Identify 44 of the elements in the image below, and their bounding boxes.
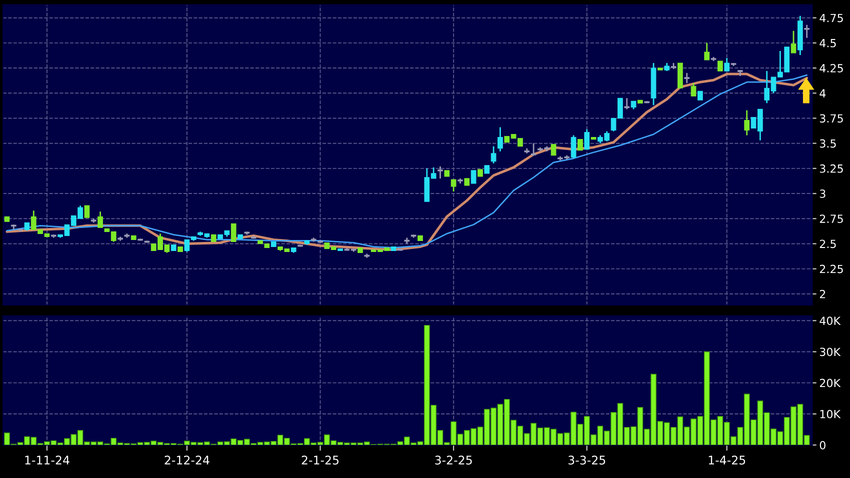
y-tick-label: 20K	[820, 378, 841, 388]
x-tick-label: 3-3-25	[568, 456, 606, 465]
candlestick	[570, 134, 576, 160]
x-tick-label: 1-4-25	[708, 456, 746, 465]
candlestick	[803, 24, 810, 39]
y-tick-label: 3.5	[820, 139, 836, 148]
candlestick	[744, 110, 750, 136]
candlestick	[230, 222, 236, 242]
y-tick-label: 4.5	[820, 39, 836, 48]
x-tick-label: 2-12-24	[164, 456, 210, 464]
candlestick	[690, 82, 696, 97]
y-tick-label: 2.75	[820, 214, 843, 224]
y-tick-label: 2.5	[820, 240, 836, 248]
y-tick-label: 4.25	[820, 64, 843, 72]
y-tick-label: 30K	[820, 348, 841, 356]
y-tick-label: 10K	[820, 410, 841, 418]
candlestick	[98, 210, 103, 228]
candlestick	[724, 57, 730, 72]
y-tick-label: 40K	[820, 316, 841, 325]
y-tick-label: 3.25	[820, 164, 843, 173]
y-tick-label: 4	[820, 89, 826, 98]
candlestick	[698, 90, 703, 101]
candlestick	[578, 138, 583, 152]
y-tick-label: 3.75	[820, 114, 843, 123]
candlestick	[498, 126, 503, 152]
candlestick	[718, 60, 723, 72]
y-tick-label: 4.75	[820, 14, 843, 22]
candlestick	[550, 144, 556, 156]
candlestick	[84, 204, 90, 218]
candlestick	[704, 42, 710, 61]
y-tick-label: 3	[820, 190, 826, 198]
candlestick	[790, 30, 796, 54]
x-tick-label: 1-11-24	[25, 456, 70, 464]
candlestick	[490, 146, 496, 164]
y-tick-label: 2	[820, 290, 826, 298]
candlestick	[683, 72, 690, 84]
x-tick-label: 2-1-25	[302, 456, 339, 465]
candlestick	[584, 128, 590, 150]
x-tick-label: 3-2-25	[435, 456, 472, 465]
candlestick	[450, 178, 456, 192]
y-tick-label: 0	[820, 440, 826, 450]
candlestick	[436, 166, 444, 180]
candlestick	[470, 170, 476, 184]
y-tick-label: 2.25	[820, 264, 843, 274]
